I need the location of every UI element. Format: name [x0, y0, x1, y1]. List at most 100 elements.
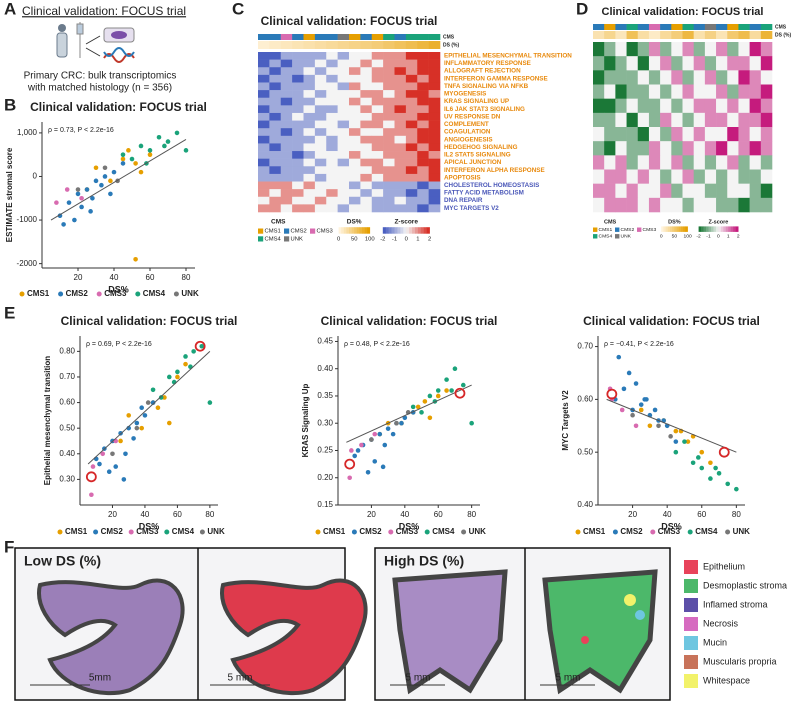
tissue-legend-label: Inflamed stroma	[703, 599, 768, 609]
heat-cell	[428, 105, 441, 114]
heat-cell	[314, 105, 327, 114]
heat-cell	[394, 97, 407, 106]
point	[452, 366, 458, 372]
cms-bar-cell	[360, 34, 373, 40]
ds-bar-cell	[360, 41, 373, 49]
fit-line	[87, 350, 211, 465]
heat-cell	[693, 155, 706, 170]
point	[100, 451, 106, 457]
heat-cell	[428, 196, 441, 205]
heat-cell	[604, 141, 616, 156]
ds-bar-cell	[637, 31, 650, 39]
highlight-ring	[606, 388, 618, 400]
heat-cell	[326, 173, 338, 182]
heat-cell	[303, 59, 316, 68]
point	[668, 434, 673, 439]
heat-cell	[604, 98, 616, 114]
heat-cell	[258, 90, 270, 99]
cms-bar-cell	[303, 34, 316, 40]
x-axis-label: DS%	[139, 521, 160, 531]
heat-cell	[258, 97, 270, 106]
point	[369, 437, 374, 442]
heat-cell	[417, 135, 429, 144]
heat-cell	[349, 151, 361, 159]
legend-tick: 100	[683, 234, 691, 240]
heat-cell	[280, 97, 293, 106]
heat-cell	[258, 166, 270, 175]
heat-cell	[637, 98, 650, 114]
heat-cell	[326, 166, 338, 175]
heat-cell	[626, 169, 639, 184]
tissue-legend-swatch	[684, 674, 698, 688]
point	[699, 465, 705, 471]
heat-cell	[405, 151, 418, 159]
legend-gradient	[364, 227, 368, 234]
heat-cell	[660, 98, 672, 114]
legend-label: CMS3	[658, 527, 681, 536]
heat-cell	[716, 141, 728, 156]
heat-cell	[269, 74, 282, 83]
heat-cell	[428, 90, 441, 99]
legend-gradient	[420, 227, 425, 234]
heat-cell	[349, 105, 361, 114]
heat-cell	[360, 52, 373, 60]
y-tick-label: 0.40	[317, 364, 333, 373]
heat-cell	[337, 143, 350, 152]
heat-cell	[428, 82, 441, 91]
scale-bar-label: 5 mm	[556, 673, 581, 684]
heat-cell	[760, 183, 773, 199]
heat-cell	[648, 155, 661, 170]
heat-cell	[314, 189, 327, 198]
heat-cell	[394, 196, 407, 205]
heat-cell	[383, 82, 395, 91]
x-tick-label: 80	[732, 510, 741, 519]
row-label: IL6 JAK STAT3 SIGNALING	[444, 106, 525, 113]
heat-cell	[280, 120, 293, 129]
legend-label: CMS4	[172, 527, 195, 536]
y-tick-label: 0.15	[317, 500, 333, 509]
point	[75, 187, 81, 192]
point	[638, 407, 644, 413]
cms-bar-cell	[280, 34, 293, 40]
cms-bar-cell	[738, 24, 750, 30]
heat-cell	[314, 120, 327, 129]
chart-title: Clinical validation: FOCUS trial	[321, 314, 498, 328]
heat-cell	[383, 196, 395, 205]
heat-cell	[326, 151, 338, 159]
heat-cell	[280, 181, 293, 190]
heat-cell	[760, 70, 773, 85]
ds-bar-cell	[349, 41, 361, 49]
heat-cell	[738, 155, 750, 170]
point	[88, 209, 93, 214]
point	[134, 420, 140, 426]
heat-cell	[269, 166, 282, 175]
heat-cell	[269, 204, 282, 213]
cms-bar-cell	[258, 34, 270, 40]
legend-gradient	[341, 227, 345, 234]
heat-cell	[405, 181, 418, 190]
heat-cell	[615, 56, 627, 71]
heat-cell	[258, 67, 270, 76]
point	[183, 148, 189, 153]
point	[64, 187, 70, 192]
legend-gradient	[661, 226, 664, 232]
heat-cell	[280, 82, 293, 91]
heat-cell	[682, 98, 694, 114]
point	[394, 420, 399, 426]
heat-cell	[648, 127, 661, 142]
heat-cell	[337, 82, 350, 91]
heat-cell	[671, 112, 683, 128]
legend-swatch	[96, 291, 102, 297]
point	[685, 439, 691, 444]
legend-gradient	[713, 226, 717, 232]
heat-cell	[405, 158, 418, 167]
heat-cell	[615, 127, 627, 142]
heat-cell	[326, 82, 338, 91]
heat-cell	[593, 127, 605, 142]
heat-cell	[648, 98, 661, 114]
heat-cell	[727, 112, 739, 128]
point	[134, 425, 140, 431]
legend-label: UNK	[207, 527, 225, 536]
legend-label: UNK	[621, 234, 632, 240]
point	[165, 139, 171, 144]
